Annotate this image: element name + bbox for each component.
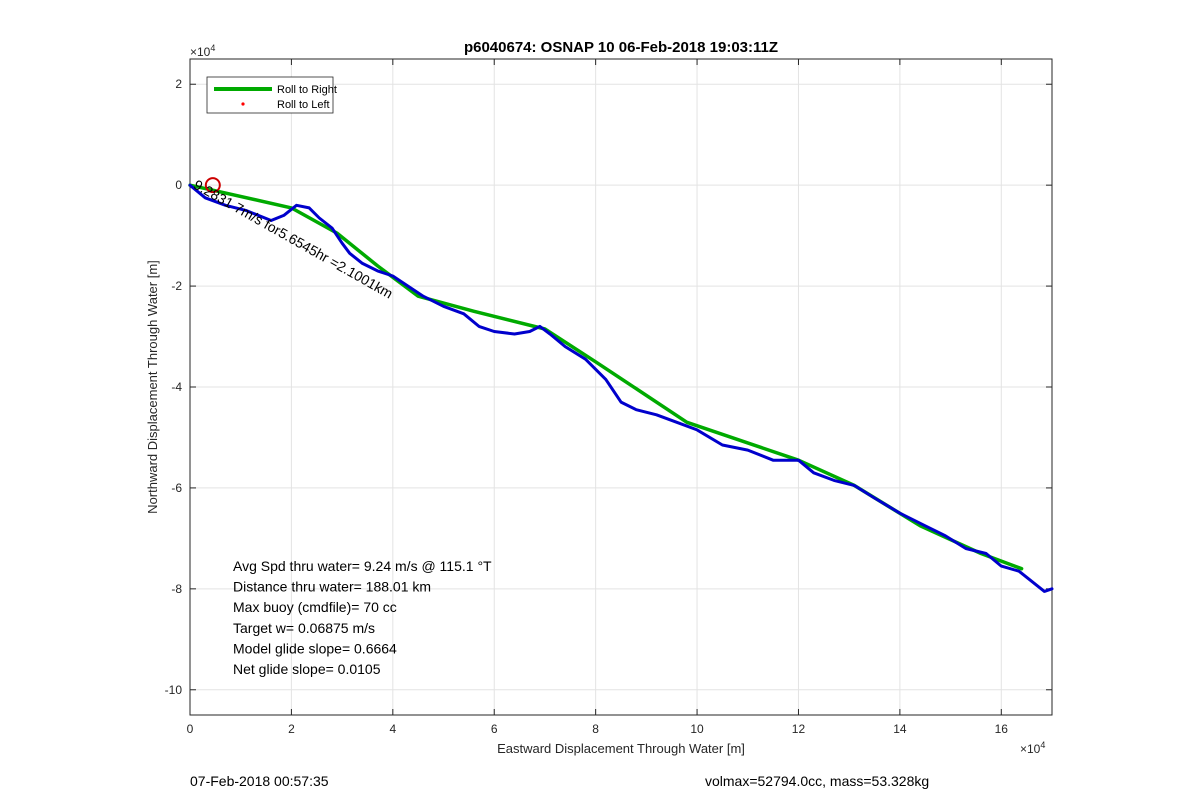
y-tick-label: -8 (171, 582, 182, 596)
series (188, 177, 1054, 593)
legend: Roll to Right Roll to Left (206, 76, 337, 114)
x-exponent-power: 4 (1040, 740, 1045, 750)
y-axis-exponent: ×104 (190, 43, 215, 59)
y-tick-label: 2 (175, 77, 182, 91)
stats-line: Target w= 0.06875 m/s (233, 620, 375, 636)
x-tick-label: 12 (792, 722, 806, 736)
chart-title: p6040674: OSNAP 10 06-Feb-2018 19:03:11Z (464, 39, 778, 56)
x-tick-label: 4 (389, 722, 396, 736)
y-tick-label: -10 (165, 683, 183, 697)
stats-line: Avg Spd thru water= 9.24 m/s @ 115.1 °T (233, 558, 492, 574)
ticks: 0 2 4 6 8 10 12 14 16 2 0 -2 -4 -6 -8 -10 (165, 59, 1052, 736)
legend-box (206, 76, 334, 114)
y-tick-label: 0 (175, 178, 182, 192)
y-exponent-power: 4 (210, 43, 215, 53)
series-track-line (188, 183, 1054, 593)
x-exponent-base: ×10 (1020, 742, 1041, 756)
x-tick-label: 14 (893, 722, 907, 736)
grid (189, 59, 1052, 715)
x-tick-label: 6 (491, 722, 498, 736)
y-axis-label: Northward Displacement Through Water [m] (145, 260, 160, 514)
y-exponent-base: ×10 (190, 45, 211, 59)
stats-line: Model glide slope= 0.6664 (233, 640, 397, 656)
x-tick-label: 10 (690, 722, 704, 736)
x-tick-label: 8 (592, 722, 599, 736)
footer-mass-info: volmax=52794.0cc, mass=53.328kg (705, 773, 930, 789)
stats-line: Distance thru water= 188.01 km (233, 579, 431, 595)
y-tick-label: -4 (171, 380, 182, 394)
legend-entry-roll-right: Roll to Right (277, 84, 337, 96)
x-tick-label: 16 (995, 722, 1009, 736)
y-tick-label: -6 (171, 481, 182, 495)
stats-annotation: Avg Spd thru water= 9.24 m/s @ 115.1 °T D… (233, 558, 492, 677)
x-tick-label: 0 (187, 722, 194, 736)
legend-entry-roll-left: Roll to Left (277, 99, 330, 111)
stats-line: Net glide slope= 0.0105 (233, 661, 381, 677)
y-tick-label: -2 (171, 279, 182, 293)
x-tick-label: 2 (288, 722, 295, 736)
legend-swatch-roll-left (241, 102, 245, 106)
x-axis-exponent: ×104 (1020, 740, 1045, 756)
x-axis-label: Eastward Displacement Through Water [m] (497, 741, 745, 756)
track-annotation: 9.2831 7m/s for5.6545hr =2.1001km (191, 176, 396, 301)
stats-line: Max buoy (cmdfile)= 70 cc (233, 599, 397, 615)
footer-timestamp: 07-Feb-2018 00:57:35 (190, 773, 329, 789)
start-marker (204, 177, 221, 194)
